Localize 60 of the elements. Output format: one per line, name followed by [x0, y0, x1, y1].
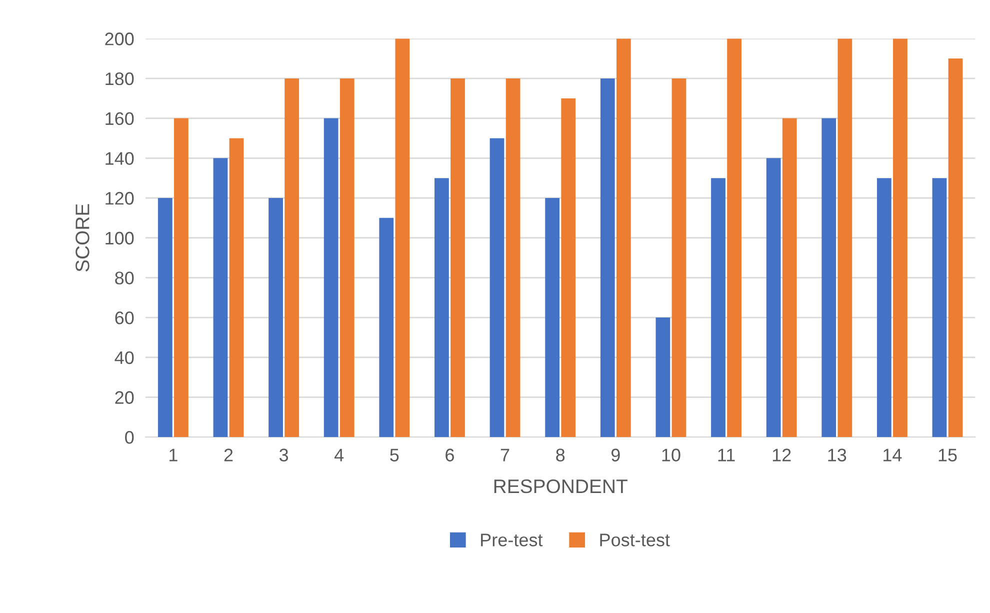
bar — [672, 78, 686, 438]
bar — [893, 38, 908, 438]
x-tick-label: 14 — [884, 448, 902, 462]
y-tick-label: 40 — [114, 351, 134, 364]
x-tick-label: 7 — [500, 448, 510, 462]
x-tick-label: 10 — [662, 448, 680, 462]
bar — [656, 318, 670, 438]
legend-label: Pre-test — [481, 534, 543, 546]
bar — [561, 98, 576, 438]
x-tick-label: 1 — [170, 448, 178, 462]
bar — [450, 78, 465, 438]
x-tick-label: 8 — [556, 448, 565, 462]
y-tick-label: 120 — [106, 192, 134, 205]
y-tick-label: 140 — [106, 152, 134, 165]
y-tick-label: 160 — [106, 112, 134, 126]
y-tick-label: 80 — [115, 272, 134, 284]
bar — [838, 38, 852, 438]
bar — [948, 58, 963, 438]
x-tick-label: 9 — [611, 448, 620, 462]
x-tick-label: 4 — [334, 448, 344, 462]
bar — [340, 78, 354, 438]
bar — [324, 118, 338, 438]
y-tick-label: 100 — [106, 232, 134, 245]
bar — [434, 178, 449, 438]
bar — [766, 158, 781, 438]
bar — [213, 158, 228, 438]
y-tick-label: 180 — [106, 72, 134, 86]
y-tick-label: 20 — [115, 391, 134, 404]
x-tick-label: 12 — [772, 448, 791, 462]
bar — [545, 198, 560, 438]
bar — [490, 138, 504, 438]
x-tick-label: 2 — [224, 448, 233, 462]
bar — [782, 118, 797, 438]
x-tick-label: 13 — [828, 448, 846, 462]
bar — [876, 178, 892, 438]
x-tick-label: 6 — [446, 448, 454, 462]
x-tick-label: 11 — [718, 448, 735, 462]
bar — [932, 178, 947, 438]
y-tick-label: 0 — [125, 431, 134, 444]
x-tick-label: 15 — [938, 448, 957, 462]
y-axis-title: SCORE — [76, 204, 90, 272]
x-tick-label: 5 — [390, 448, 399, 462]
y-tick-label: 60 — [115, 311, 134, 324]
bar — [822, 118, 836, 438]
bar — [284, 78, 300, 438]
x-tick-label: 3 — [279, 448, 288, 462]
y-tick-label: 200 — [105, 32, 134, 46]
bar — [600, 78, 615, 438]
bar — [506, 78, 520, 438]
bar — [174, 118, 188, 438]
bar — [711, 178, 726, 438]
bar — [616, 38, 631, 438]
x-axis-title: RESPONDENT — [494, 479, 628, 494]
bar — [268, 198, 283, 438]
bar — [158, 198, 172, 438]
bar — [379, 218, 394, 438]
bar — [229, 138, 244, 438]
bar — [727, 38, 742, 438]
bar — [395, 38, 410, 438]
legend-label: Post-test — [600, 534, 670, 546]
